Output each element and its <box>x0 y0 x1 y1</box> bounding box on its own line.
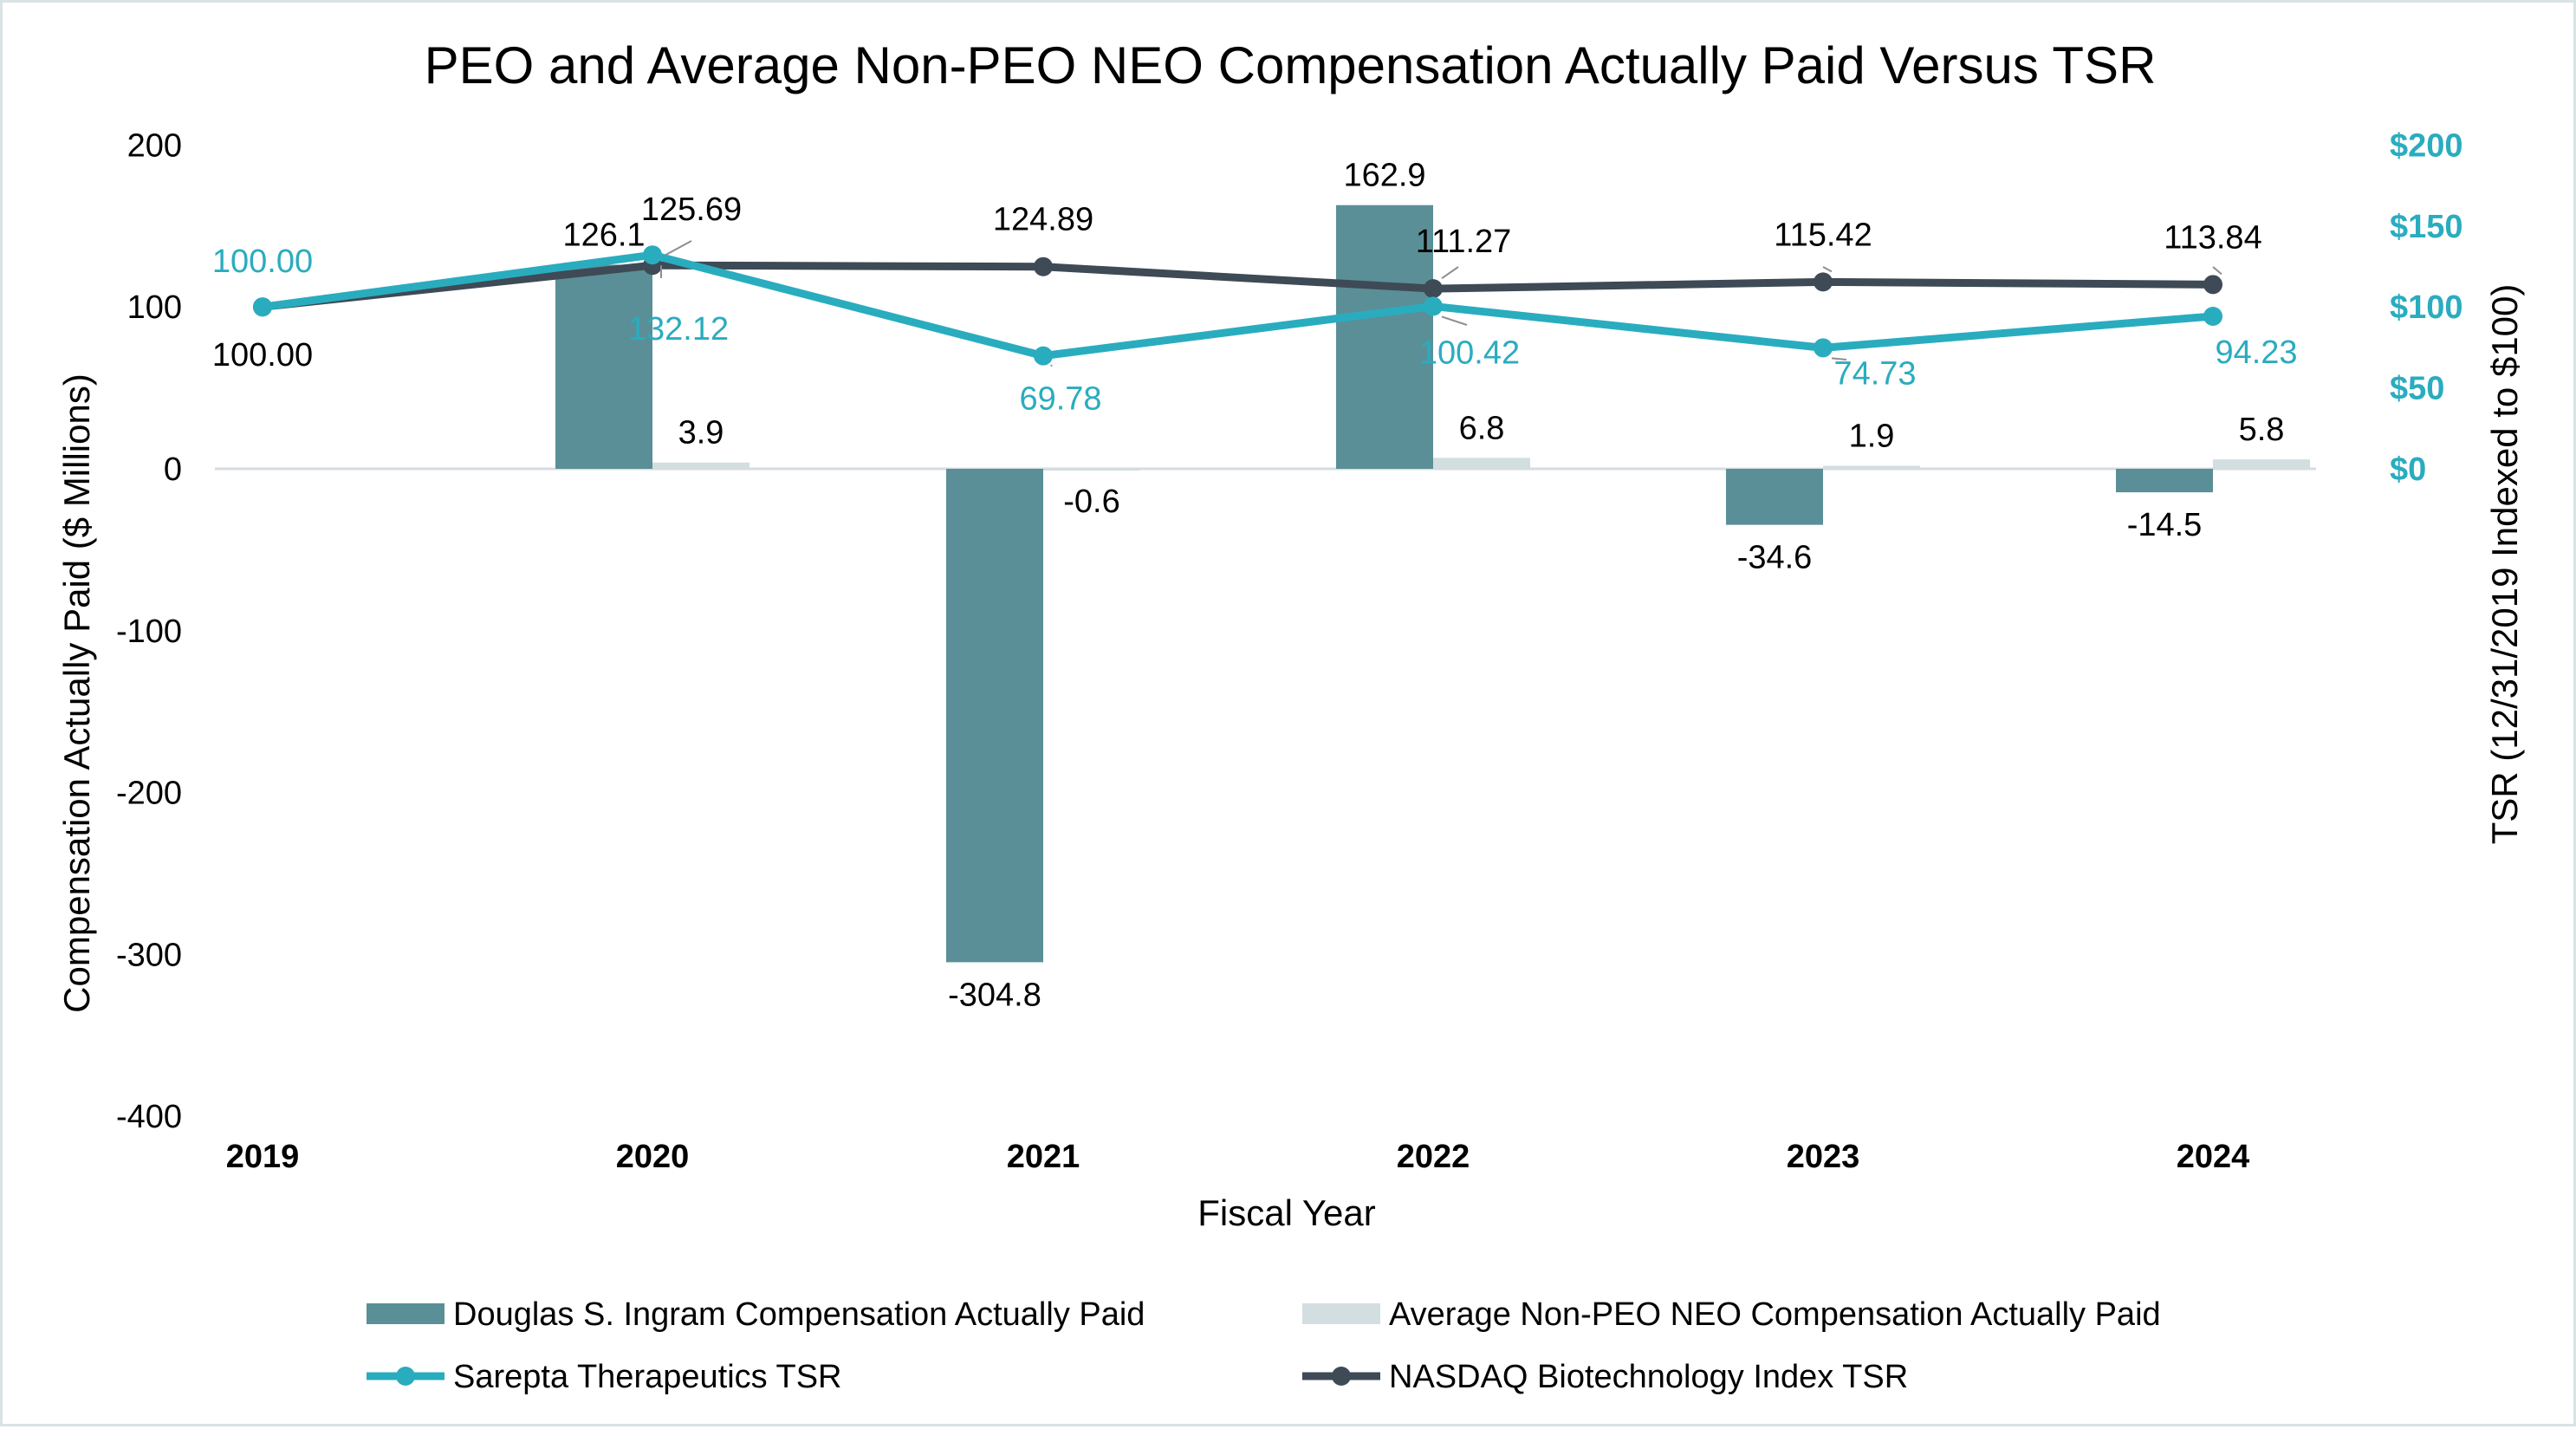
sarepta-label: 94.23 <box>2215 335 2297 371</box>
x-tick-label: 2022 <box>1397 1139 1470 1175</box>
bar-neo <box>1823 465 1920 469</box>
bar-neo-label: 5.8 <box>2239 412 2285 448</box>
bar-neo-label: 6.8 <box>1459 410 1505 446</box>
bar-peo-label: -34.6 <box>1737 540 1813 576</box>
bar-peo-label: 162.9 <box>1343 158 1425 194</box>
y2-tick-label: $200 <box>2390 127 2463 164</box>
bar-neo-label: -0.6 <box>1063 484 1119 520</box>
y-tick-label: -100 <box>116 614 182 650</box>
bar-peo <box>1726 469 1823 525</box>
sarepta-point <box>1424 296 1443 316</box>
sarepta-label: 132.12 <box>628 311 729 348</box>
y-tick-label: -200 <box>116 776 182 812</box>
bar-neo-label: 1.9 <box>1849 418 1895 454</box>
y2-tick-label: $150 <box>2390 209 2463 245</box>
legend-swatch-marker <box>396 1367 415 1386</box>
y2-axis-title: TSR (12/31/2019 Indexed to $100) <box>2484 284 2525 845</box>
bar-peo-label: 126.1 <box>562 217 645 253</box>
y-tick-label: 200 <box>127 127 182 164</box>
legend-label: Douglas S. Ingram Compensation Actually … <box>453 1296 1145 1333</box>
nasdaq-leader <box>665 240 692 257</box>
bar-neo <box>1043 469 1140 471</box>
x-tick-label: 2023 <box>1787 1139 1860 1175</box>
bar-peo <box>555 264 652 469</box>
sarepta-point <box>643 245 662 265</box>
sarepta-label: 74.73 <box>1833 355 1916 392</box>
x-tick-label: 2021 <box>1007 1139 1080 1175</box>
sarepta-point <box>1814 338 1833 358</box>
y2-tick-label: $50 <box>2390 371 2444 407</box>
bar-peo <box>946 469 1043 963</box>
y-tick-label: 100 <box>127 289 182 326</box>
bar-peo <box>1336 205 1433 469</box>
nasdaq-leader <box>1441 266 1459 279</box>
bar-neo <box>652 462 749 469</box>
x-tick-label: 2024 <box>2177 1139 2250 1175</box>
y2-tick-label: $100 <box>2390 289 2463 326</box>
chart-svg: PEO and Average Non-PEO NEO Compensation… <box>56 36 2525 1395</box>
x-tick-label: 2020 <box>616 1139 690 1175</box>
sarepta-label: 100.00 <box>212 244 313 280</box>
legend-label: Average Non-PEO NEO Compensation Actuall… <box>1389 1296 2161 1333</box>
y-axis-title: Compensation Actually Paid ($ Millions) <box>56 373 97 1013</box>
legend-swatch-bar <box>367 1303 444 1324</box>
chart-title: PEO and Average Non-PEO NEO Compensation… <box>425 36 2157 94</box>
y-tick-label: -300 <box>116 937 182 973</box>
x-tick-label: 2019 <box>226 1139 300 1175</box>
sarepta-label: 69.78 <box>1019 381 1101 418</box>
bar-peo-label: -14.5 <box>2127 507 2203 543</box>
sarepta-leader <box>1831 357 1847 360</box>
sarepta-point <box>1034 346 1053 366</box>
bar-neo <box>1433 458 1530 469</box>
sarepta-leader <box>1050 364 1053 367</box>
nasdaq-point <box>2203 275 2222 295</box>
nasdaq-leader <box>1822 266 1833 273</box>
x-axis-title: Fiscal Year <box>1197 1192 1375 1233</box>
sarepta-line <box>262 250 2214 360</box>
nasdaq-label: 100.00 <box>212 337 313 373</box>
nasdaq-label: 113.84 <box>2164 219 2261 256</box>
sarepta-leader <box>1441 315 1468 326</box>
nasdaq-label: 124.89 <box>993 202 1093 238</box>
plot-area: 200 100 0 -100 -200 -300 -400 $200 $150 $100 $50 $0… <box>116 127 2463 1175</box>
sarepta-point <box>253 297 272 317</box>
y-tick-label: 0 <box>164 451 182 488</box>
legend-swatch-bar <box>1302 1303 1380 1324</box>
bar-neo <box>2213 459 2310 469</box>
y-tick-label: -400 <box>116 1099 182 1135</box>
nasdaq-point <box>1814 272 1833 292</box>
sarepta-point <box>2203 306 2222 326</box>
legend-label: Sarepta Therapeutics TSR <box>453 1359 842 1395</box>
legend-label: NASDAQ Biotechnology Index TSR <box>1389 1359 1908 1395</box>
nasdaq-line <box>262 261 2214 311</box>
bar-peo <box>2116 469 2213 493</box>
legend-swatch-marker <box>1332 1367 1351 1386</box>
nasdaq-label: 125.69 <box>641 192 742 228</box>
sarepta-label: 100.42 <box>1419 335 1520 371</box>
bar-peo-label: -304.8 <box>948 977 1041 1013</box>
bar-neo-label: 3.9 <box>678 415 724 451</box>
nasdaq-label: 111.27 <box>1416 224 1512 260</box>
legend: Douglas S. Ingram Compensation Actually … <box>367 1296 2161 1395</box>
nasdaq-leader <box>2212 266 2222 276</box>
nasdaq-point <box>1034 257 1053 276</box>
nasdaq-point <box>1424 279 1443 299</box>
y2-tick-label: $0 <box>2390 451 2426 488</box>
nasdaq-label: 115.42 <box>1774 217 1872 253</box>
